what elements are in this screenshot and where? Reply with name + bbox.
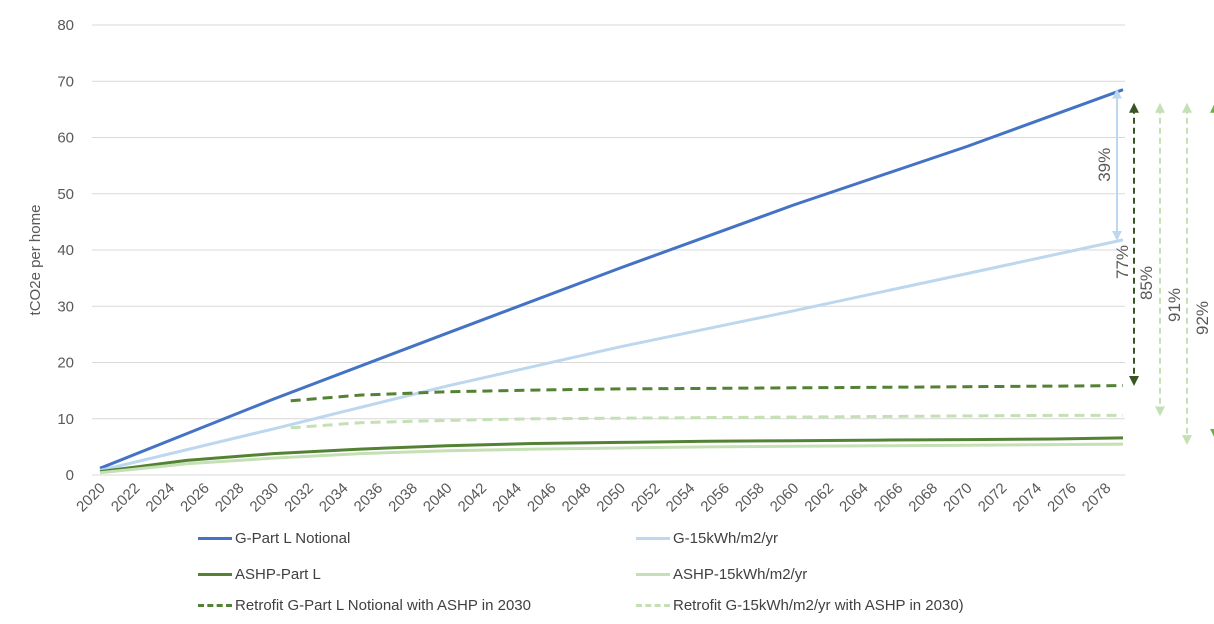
x-tick-label: 2058 [732,480,768,516]
gridlines [92,24,1125,476]
reduction-label: 39% [1095,148,1114,182]
x-tick-label: 2020 [73,480,109,516]
series-line-2 [99,436,1124,474]
x-tick-label: 2028 [212,480,248,516]
y-tick-label: 10 [57,411,74,428]
x-tick-label: 2076 [1044,480,1080,516]
y-tick-label: 30 [57,298,74,315]
x-tick-label: 2050 [593,480,629,516]
x-tick-label: 2046 [524,480,560,516]
x-tick-label: 2068 [905,480,941,516]
x-tick-label: 2030 [247,480,283,516]
series-line-4 [290,384,1124,403]
reduction-label: 85% [1137,266,1156,300]
x-tick-label: 2036 [351,480,387,516]
x-tick-label: 2078 [1079,480,1115,516]
y-tick-label: 80 [57,17,74,34]
x-tick-label: 2038 [385,480,421,516]
reduction-label: 77% [1113,245,1132,279]
legend-item: ASHP-15kWh/m2/yr [636,566,807,583]
series-line-3 [99,442,1124,475]
reduction-arrows: 39% 77% 85% 91% 92% [1095,88,1214,446]
reduction-label: 91% [1165,288,1184,322]
legend-label: Retrofit G-15kWh/m2/yr with ASHP in 2030… [673,597,964,614]
x-tick-label: 2060 [767,480,803,516]
y-tick-label: 60 [57,130,74,147]
legend-label: G-Part L Notional [235,530,351,547]
x-tick-labels: 2020 2022 2024 2026 2028 2030 2032 2034 2036 2038… [73,480,1114,516]
legend-label: Retrofit G-Part L Notional with ASHP in … [235,597,531,614]
legend-swatch [636,573,670,576]
x-tick-label: 2056 [697,480,733,516]
legend-item: Retrofit G-Part L Notional with ASHP in … [198,597,531,614]
y-tick-label: 0 [66,467,74,484]
reduction-label: 92% [1193,301,1212,335]
x-tick-label: 2034 [316,480,352,516]
x-tick-label: 2042 [455,480,491,516]
y-tick-label: 40 [57,242,74,259]
x-tick-label: 2054 [663,480,699,516]
x-tick-label: 2022 [108,480,144,516]
legend-swatch [198,573,232,576]
legend-item: ASHP-Part L [198,566,321,583]
series-line-5 [290,413,1123,430]
legend-label: G-15kWh/m2/yr [673,530,779,547]
series-lines [99,88,1124,475]
y-tick-label: 20 [57,355,74,372]
x-tick-label: 2048 [559,480,595,516]
x-tick-label: 2066 [871,480,907,516]
y-tick-labels: 0 10 20 30 40 50 60 70 80 [57,17,74,484]
legend-label: ASHP-Part L [235,566,321,583]
x-tick-label: 2052 [628,480,664,516]
y-axis-title: tCO2e per home [27,205,44,316]
x-tick-label: 2062 [801,480,837,516]
legend-swatch [198,604,232,607]
legend-swatch [636,537,670,540]
legend-item: Retrofit G-15kWh/m2/yr with ASHP in 2030… [636,597,964,614]
x-tick-label: 2026 [177,480,213,516]
legend-swatch [636,604,670,607]
legend-item: G-Part L Notional [198,530,350,547]
x-tick-label: 2024 [143,480,179,516]
x-tick-label: 2032 [281,480,317,516]
x-tick-label: 2040 [420,480,456,516]
x-tick-label: 2044 [489,480,525,516]
series-line-0 [99,88,1124,470]
x-tick-label: 2074 [1010,480,1046,516]
legend-item: G-15kWh/m2/yr [636,530,778,547]
legend-swatch [198,537,232,540]
y-tick-label: 50 [57,186,74,203]
x-tick-label: 2070 [940,480,976,516]
series-line-1 [99,238,1124,472]
legend-label: ASHP-15kWh/m2/yr [673,566,808,583]
y-tick-label: 70 [57,73,74,90]
x-tick-label: 2064 [836,480,872,516]
x-tick-label: 2072 [975,480,1011,516]
